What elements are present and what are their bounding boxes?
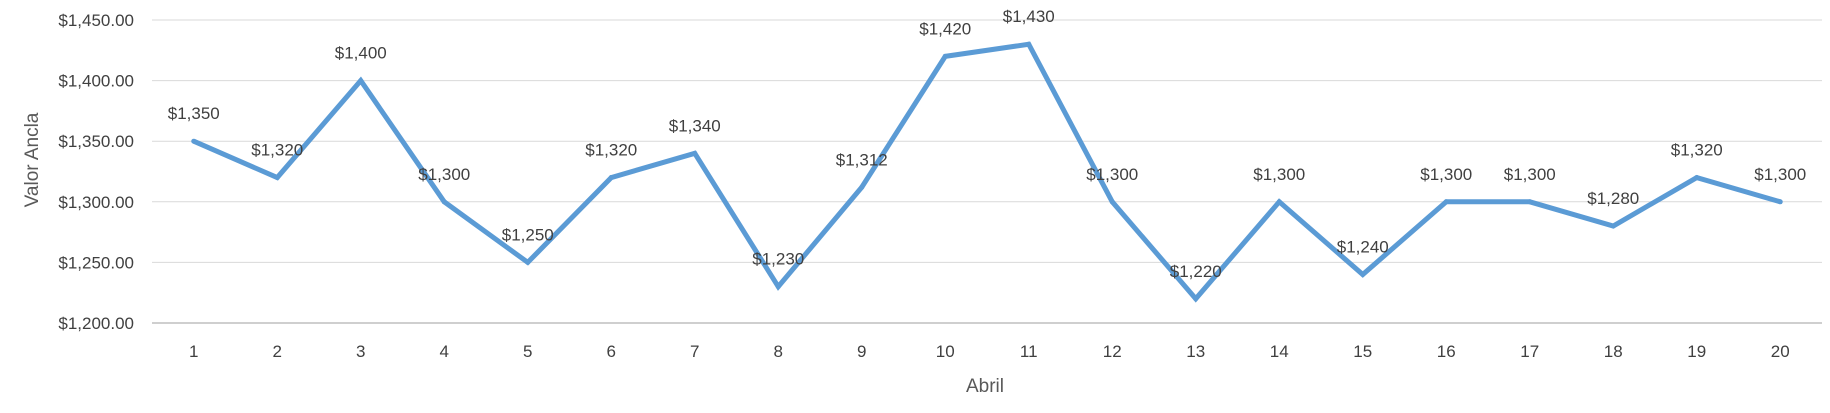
y-tick-label: $1,450.00 — [58, 11, 134, 30]
data-label: $1,220 — [1170, 262, 1222, 281]
data-point — [441, 199, 447, 205]
data-point — [942, 53, 948, 59]
data-point — [608, 175, 614, 181]
data-point — [1694, 175, 1700, 181]
data-labels: $1,350 $1,320 $1,400 $1,300 $1,250 $1,320 $1,3… — [168, 7, 1807, 281]
y-tick-label: $1,200.00 — [58, 314, 134, 333]
data-point — [1777, 199, 1783, 205]
data-label: $1,320 — [251, 141, 303, 160]
x-tick-label: 6 — [607, 342, 616, 361]
data-point — [1610, 223, 1616, 229]
data-point — [1360, 272, 1366, 278]
y-tick-label: $1,250.00 — [58, 253, 134, 272]
data-point — [1026, 41, 1032, 47]
series-lines — [191, 41, 1783, 303]
data-point — [1109, 199, 1115, 205]
x-tick-label: 8 — [774, 342, 783, 361]
x-tick-label: 14 — [1270, 342, 1289, 361]
data-label: $1,320 — [585, 141, 637, 160]
data-label: $1,400 — [335, 44, 387, 63]
x-tick-label: 15 — [1353, 342, 1372, 361]
x-tick-label: 11 — [1020, 342, 1038, 361]
data-label: $1,230 — [752, 250, 804, 269]
data-point — [1443, 199, 1449, 205]
x-axis-title: Abril — [966, 376, 1004, 397]
y-axis-ticks: $1,200.00 $1,250.00 $1,300.00 $1,350.00 $1,4… — [58, 11, 134, 333]
x-tick-label: 10 — [936, 342, 955, 361]
data-label: $1,300 — [1754, 165, 1806, 184]
data-point — [1276, 199, 1282, 205]
x-tick-label: 7 — [690, 342, 699, 361]
x-tick-label: 1 — [189, 342, 198, 361]
data-point — [191, 138, 197, 144]
data-label: $1,240 — [1337, 238, 1389, 257]
data-label: $1,420 — [919, 19, 971, 38]
data-label: $1,300 — [418, 165, 470, 184]
data-point — [859, 184, 865, 190]
data-label: $1,280 — [1587, 189, 1639, 208]
data-label: $1,300 — [1253, 165, 1305, 184]
y-tick-label: $1,350.00 — [58, 132, 134, 151]
x-tick-label: 9 — [857, 342, 866, 361]
data-point — [274, 175, 280, 181]
series-line — [192, 41, 1781, 303]
y-tick-label: $1,300.00 — [58, 193, 134, 212]
data-label: $1,300 — [1504, 165, 1556, 184]
data-label: $1,430 — [1003, 7, 1055, 26]
y-axis-title: Valor Ancla — [22, 112, 43, 207]
data-label: $1,350 — [168, 104, 220, 123]
data-point — [525, 259, 531, 265]
data-point — [692, 150, 698, 156]
data-point — [358, 78, 364, 84]
x-tick-label: 20 — [1771, 342, 1790, 361]
data-label: $1,300 — [1086, 165, 1138, 184]
data-point — [1193, 296, 1199, 302]
data-point — [775, 284, 781, 290]
x-tick-label: 3 — [356, 342, 365, 361]
x-tick-label: 2 — [273, 342, 282, 361]
data-label: $1,300 — [1420, 165, 1472, 184]
gridlines — [152, 19, 1822, 324]
x-tick-label: 12 — [1103, 342, 1122, 361]
data-label: $1,340 — [669, 116, 721, 135]
data-label: $1,320 — [1671, 141, 1723, 160]
x-tick-label: 18 — [1604, 342, 1623, 361]
x-tick-label: 5 — [523, 342, 532, 361]
data-label: $1,250 — [502, 225, 554, 244]
x-tick-label: 4 — [440, 342, 449, 361]
data-label: $1,312 — [836, 150, 888, 169]
x-tick-label: 17 — [1520, 342, 1539, 361]
x-tick-label: 19 — [1687, 342, 1706, 361]
data-point — [1527, 199, 1533, 205]
x-tick-label: 16 — [1437, 342, 1456, 361]
x-tick-label: 13 — [1186, 342, 1205, 361]
y-tick-label: $1,400.00 — [58, 72, 134, 91]
x-axis-ticks: 1 2 3 4 5 6 7 8 9 10 11 12 13 14 15 16 17 18 19 20 — [189, 342, 1790, 361]
